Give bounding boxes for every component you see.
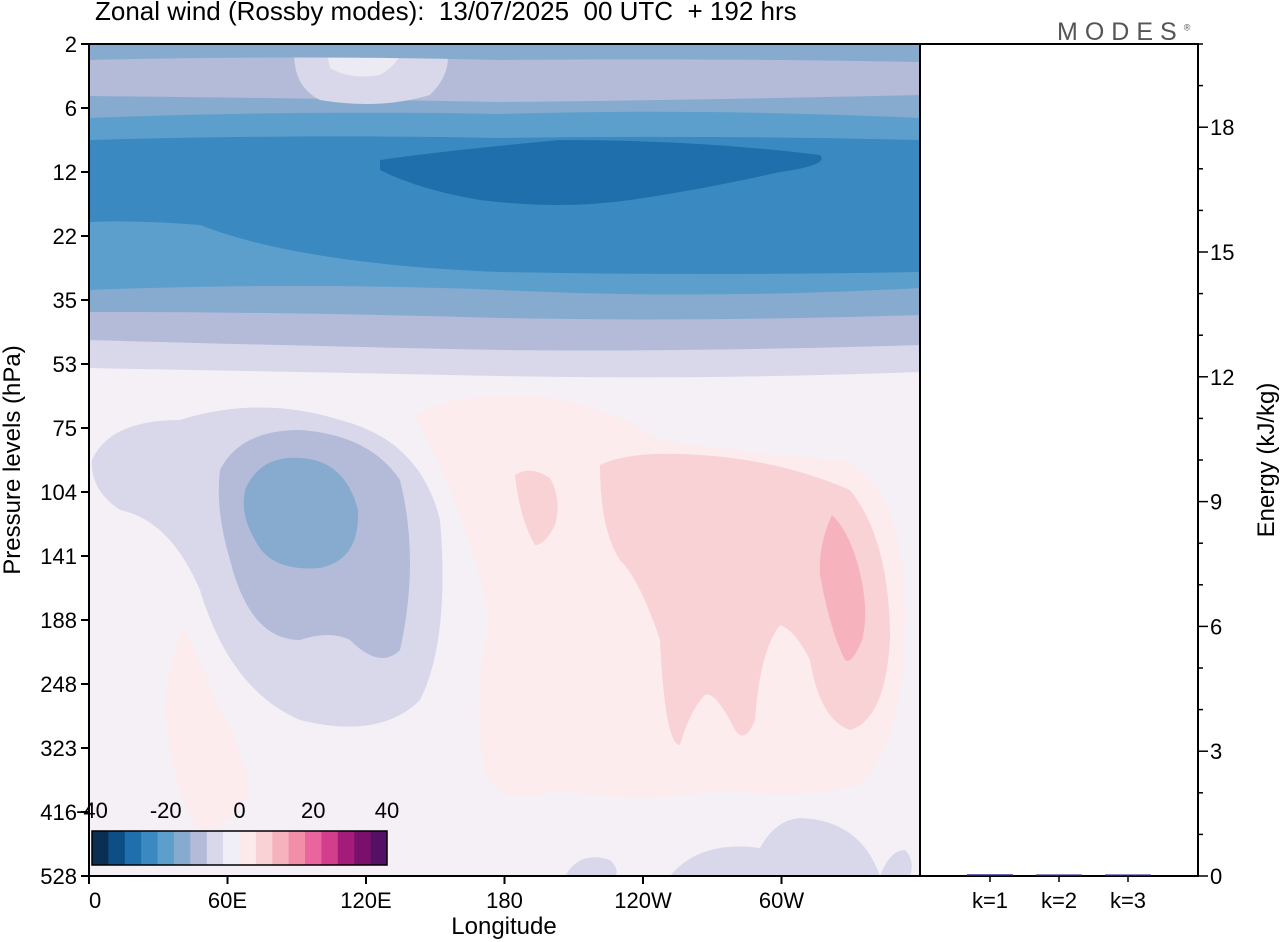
colorbar-swatch xyxy=(354,831,372,865)
energy-tick-label: 12 xyxy=(1210,365,1234,390)
contour-blob-negative-core xyxy=(243,457,359,569)
energy-tick-label: 15 xyxy=(1210,240,1234,265)
pressure-tick-label: 141 xyxy=(40,544,77,569)
pressure-axis: 2 6 12 22 35 53 75 104 141 188 248 323 416 528 xyxy=(40,32,89,889)
longitude-tick-label: 120E xyxy=(340,888,391,913)
energy-axis-title: Energy (kJ/kg) xyxy=(1253,383,1280,538)
longitude-tick-label: 120W xyxy=(614,888,672,913)
colorbar-swatch xyxy=(108,831,126,865)
colorbar-swatch xyxy=(370,831,388,865)
longitude-tick-label: 0 xyxy=(89,888,101,913)
colorbar-tick-label: -20 xyxy=(150,798,182,823)
colorbar-swatch xyxy=(337,831,355,865)
contour-blob-bottom-a xyxy=(565,857,617,876)
longitude-tick-label: 180 xyxy=(486,888,523,913)
contour-blob-bottom-b xyxy=(670,818,880,876)
pressure-tick-label: 53 xyxy=(53,352,77,377)
energy-tick-label: 6 xyxy=(1210,614,1222,639)
contour-band-12-inner xyxy=(380,140,822,205)
colorbar-swatch xyxy=(157,831,175,865)
y-axis-title: Pressure levels (hPa) xyxy=(0,345,26,574)
colorbar-swatch xyxy=(173,831,191,865)
colorbar-swatch xyxy=(190,831,208,865)
colorbar-tick-label: 0 xyxy=(233,798,245,823)
longitude-axis: 0 60E 120E 180 120W 60W xyxy=(88,876,804,913)
energy-bars xyxy=(967,874,1151,876)
energy-panel-frame xyxy=(919,43,1199,877)
longitude-tick-label: 60W xyxy=(759,888,804,913)
contour-blob-positive-core xyxy=(819,515,866,661)
colorbar-swatch xyxy=(92,831,109,865)
contour-blob-positive-mid-east xyxy=(600,453,890,745)
pressure-tick-label: 323 xyxy=(40,736,77,761)
wavenumber-tick-label: k=2 xyxy=(1041,888,1077,913)
energy-tick-label: 3 xyxy=(1210,739,1222,764)
colorbar-tick-labels: -40 -20 0 20 40 xyxy=(76,798,399,823)
colorbar-swatch xyxy=(272,831,290,865)
longitude-tick-label: 60E xyxy=(208,888,247,913)
colorbar-frame xyxy=(91,830,388,866)
colorbar-swatch xyxy=(124,831,142,865)
colorbar-tick-label: -40 xyxy=(76,798,108,823)
pressure-tick-label: 416 xyxy=(40,800,77,825)
colorbar-swatch xyxy=(206,831,224,865)
wavenumber-tick-label: k=3 xyxy=(1110,888,1146,913)
colorbar xyxy=(91,830,388,866)
wavenumber-tick-label: k=1 xyxy=(972,888,1008,913)
energy-bar xyxy=(1105,874,1151,876)
colorbar-swatch xyxy=(288,831,306,865)
pressure-tick-label: 248 xyxy=(40,672,77,697)
contour-blob-positive-low xyxy=(165,630,250,830)
energy-axis: 0 3 6 9 12 15 18 xyxy=(1198,43,1234,889)
colorbar-tick-label: 40 xyxy=(375,798,399,823)
colorbar-swatch xyxy=(239,831,257,865)
x-axis-title: Longitude xyxy=(451,913,556,940)
colorbar-swatch xyxy=(321,831,339,865)
chart-title: Zonal wind (Rossby modes): 13/07/2025 00… xyxy=(95,0,797,26)
colorbar-tick-label: 20 xyxy=(301,798,325,823)
pressure-tick-label: 528 xyxy=(40,864,77,889)
pressure-tick-label: 104 xyxy=(40,480,77,505)
pressure-tick-label: 22 xyxy=(53,224,77,249)
colorbar-swatch xyxy=(305,831,322,865)
colorbar-swatch xyxy=(141,831,159,865)
modes-logo: MODES® xyxy=(1057,18,1191,46)
contour-blob-bottom-c xyxy=(880,850,912,876)
pressure-tick-label: 35 xyxy=(53,288,77,313)
contour-field xyxy=(89,44,920,876)
contour-band-top-edge xyxy=(89,44,920,62)
pressure-tick-label: 6 xyxy=(65,96,77,121)
energy-tick-label: 0 xyxy=(1210,864,1222,889)
pressure-tick-label: 188 xyxy=(40,608,77,633)
energy-bar xyxy=(967,874,1013,876)
pressure-tick-label: 75 xyxy=(53,416,77,441)
colorbar-swatch xyxy=(223,831,240,865)
colorbar-swatch xyxy=(255,831,273,865)
energy-bar xyxy=(1036,874,1082,876)
contour-blob-positive-mid-west xyxy=(515,470,558,545)
wavenumber-axis: k=1 k=2 k=3 xyxy=(972,876,1146,913)
energy-tick-label: 18 xyxy=(1210,115,1234,140)
pressure-tick-label: 2 xyxy=(65,32,77,57)
energy-tick-label: 9 xyxy=(1210,490,1222,515)
pressure-tick-label: 12 xyxy=(53,160,77,185)
